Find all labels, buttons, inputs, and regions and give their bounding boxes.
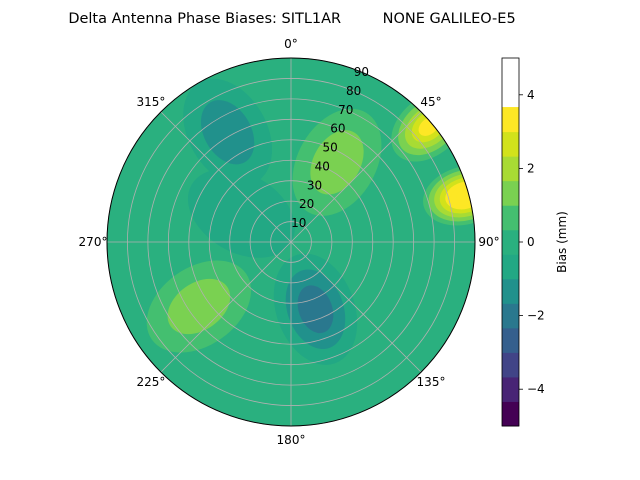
azimuth-gridline	[290, 111, 422, 243]
colorbar-segment	[502, 107, 519, 133]
azimuth-gridline	[290, 241, 422, 373]
contour-region-high	[167, 278, 231, 335]
azimuth-tick-label: 225°	[137, 375, 166, 389]
radial-tick-label: 40	[315, 159, 330, 173]
radial-tick-label: 50	[322, 141, 337, 155]
radial-tick-label: 80	[346, 84, 361, 98]
colorbar-segment	[502, 401, 519, 427]
colorbar-segment	[502, 254, 519, 280]
azimuth-tick-label: 180°	[277, 433, 306, 447]
azimuth-tick-label: 90°	[478, 235, 499, 249]
contour-region-low	[200, 100, 255, 165]
contour-region-low	[187, 168, 295, 258]
colorbar-label: Bias (mm)	[555, 211, 569, 273]
colorbar-tick-label: 4	[527, 88, 535, 102]
colorbar-segment	[502, 131, 519, 157]
azimuth-gridline	[160, 111, 292, 243]
azimuth-tick-label: 315°	[137, 95, 166, 109]
colorbar-segment	[502, 376, 519, 402]
chart-title: Delta Antenna Phase Biases: SITL1AR NONE…	[68, 11, 515, 27]
colorbar-tick-label: 2	[527, 161, 535, 175]
colorbar-segment	[502, 229, 519, 255]
colorbar-segment	[502, 278, 519, 304]
contour-region-low	[297, 285, 334, 334]
colorbar-tick-label: −2	[527, 309, 545, 323]
azimuth-tick-label: 45°	[420, 95, 441, 109]
polar-frame	[106, 57, 476, 427]
colorbar-segment	[502, 205, 519, 231]
radial-tick-label: 30	[307, 178, 322, 192]
azimuth-gridline	[160, 241, 292, 373]
colorbar-segment	[502, 352, 519, 378]
colorbar: −4 −2 0 2 4	[501, 57, 545, 427]
contour-region-high	[310, 130, 364, 195]
azimuth-tick-label: 135°	[417, 375, 446, 389]
colorbar-segment	[502, 156, 519, 182]
colorbar-segment	[502, 327, 519, 353]
azimuth-tick-label: 270°	[79, 235, 108, 249]
radial-tick-label: 90	[354, 65, 369, 79]
colorbar-tick-label: −4	[527, 382, 545, 396]
radial-tick-label: 60	[330, 122, 345, 136]
radial-tick-label: 20	[299, 197, 314, 211]
azimuth-tick-label: 0°	[284, 37, 298, 51]
colorbar-segment	[502, 303, 519, 329]
polar-plot-area: 0° 45° 90° 135° 180° 225° 270° 315° 10 20 30 40 50 60…	[79, 37, 500, 447]
radial-tick-label: 10	[291, 216, 306, 230]
colorbar-tick-label: 0	[527, 235, 535, 249]
colorbar-segment	[502, 180, 519, 206]
radial-tick-label: 70	[338, 103, 353, 117]
